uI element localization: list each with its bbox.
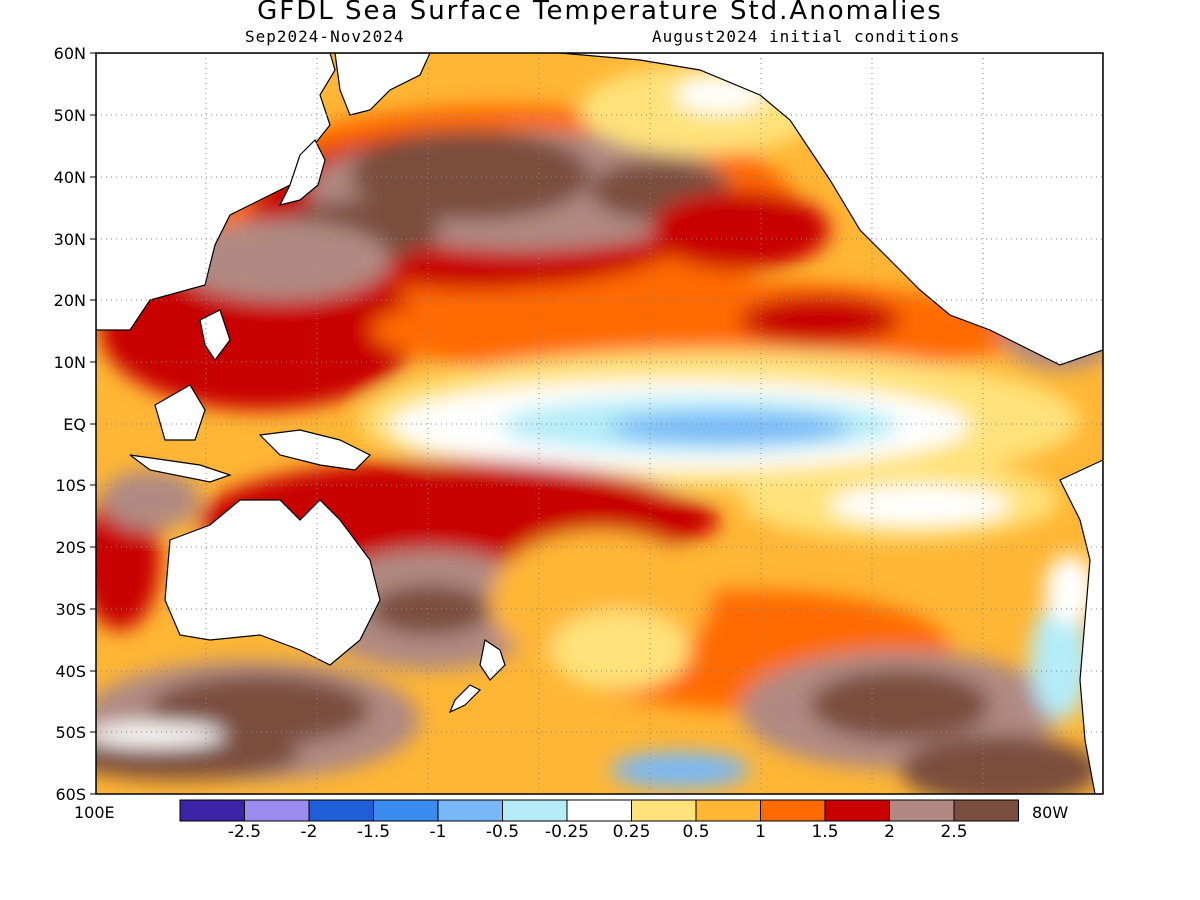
colorbar-swatch — [179, 799, 245, 822]
lat-label-30n: 30N — [53, 230, 86, 249]
lat-label-60n: 60N — [53, 44, 86, 63]
colorbar-swatch — [760, 799, 826, 822]
lat-label-20n: 20N — [53, 291, 86, 310]
colorbar-label: -0.25 — [545, 822, 589, 842]
colorbar-swatch — [244, 799, 310, 822]
lat-label-50n: 50N — [53, 106, 86, 125]
lat-label-20s: 20S — [55, 538, 86, 557]
lat-label-60s: 60S — [55, 785, 86, 804]
land — [96, 53, 1103, 794]
lat-label-40n: 40N — [53, 168, 86, 187]
lat-label-30s: 30S — [55, 600, 86, 619]
colorbar-swatch — [889, 799, 955, 822]
colorbar-label: -2.5 — [227, 822, 262, 842]
lat-ticks — [90, 52, 96, 795]
colorbar-label: -2 — [300, 822, 318, 842]
colorbar-label: 0.5 — [682, 822, 710, 842]
colorbar-swatch — [631, 799, 697, 822]
colorbar-swatch — [695, 799, 761, 822]
lat-label-10s: 10S — [55, 476, 86, 495]
colorbar-label: -0.5 — [485, 822, 520, 842]
lon-label-right: 80W — [1032, 803, 1069, 822]
colorbar-label: -1.5 — [356, 822, 391, 842]
colorbar-label: 1 — [755, 822, 766, 842]
colorbar-label: 0.25 — [612, 822, 651, 842]
colorbar-swatch — [953, 799, 1019, 822]
lat-label-eq: EQ — [63, 415, 86, 434]
lat-label-40s: 40S — [55, 662, 86, 681]
gridlines — [96, 53, 1103, 794]
colorbar-swatch — [566, 799, 632, 822]
colorbar-label: 2.5 — [940, 822, 968, 842]
lat-label-10n: 10N — [53, 353, 86, 372]
colorbar — [179, 799, 1019, 822]
forecast-period: Sep2024-Nov2024 — [245, 27, 405, 46]
colorbar-swatch — [502, 799, 568, 822]
lon-label-left: 100E — [74, 803, 115, 822]
lat-label-50s: 50S — [55, 723, 86, 742]
anomaly-field — [96, 53, 1103, 794]
colorbar-label: 1.5 — [811, 822, 839, 842]
initial-conditions: August2024 initial conditions — [652, 27, 961, 46]
colorbar-swatch — [437, 799, 503, 822]
colorbar-swatch — [373, 799, 439, 822]
colorbar-label: 2 — [884, 822, 895, 842]
colorbar-label: -1 — [429, 822, 447, 842]
chart-title: GFDL Sea Surface Temperature Std.Anomali… — [257, 0, 943, 26]
colorbar-swatch — [824, 799, 890, 822]
colorbar-swatch — [308, 799, 374, 822]
